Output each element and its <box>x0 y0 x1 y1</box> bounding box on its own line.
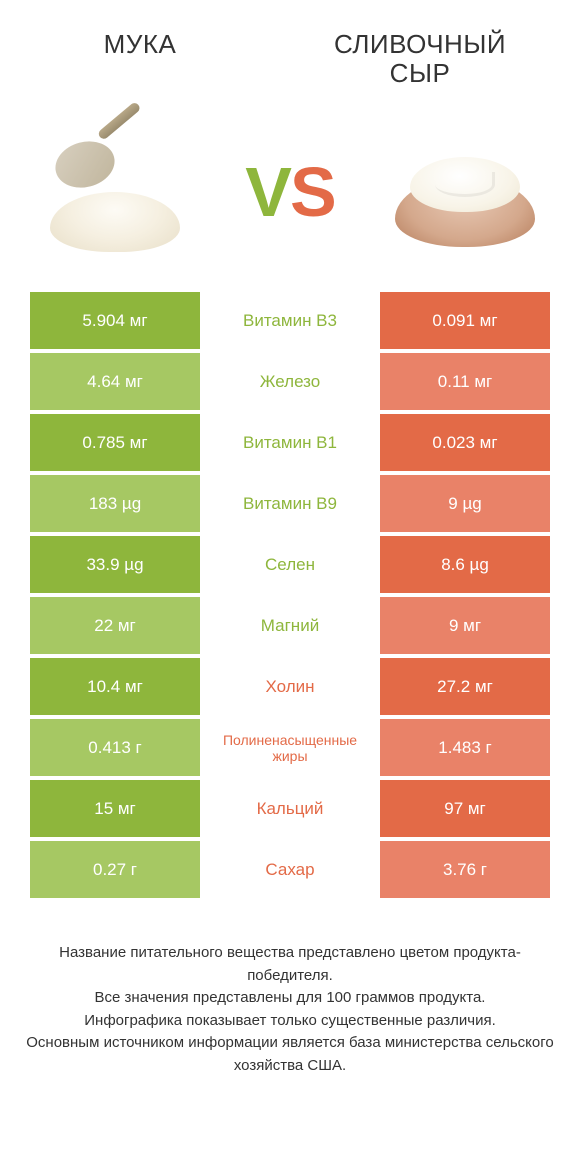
footnote-line: Инфографика показывает только существенн… <box>25 1010 555 1033</box>
product-right-image <box>380 117 550 267</box>
nutrient-label: Витамин B1 <box>200 414 380 471</box>
value-left: 33.9 µg <box>30 536 200 593</box>
product-right-title: СЛИВОЧНЫЙ СЫР <box>300 30 540 87</box>
table-row: 10.4 мгХолин27.2 мг <box>30 658 550 715</box>
value-left: 0.785 мг <box>30 414 200 471</box>
nutrient-label: Витамин B9 <box>200 475 380 532</box>
table-row: 0.785 мгВитамин B10.023 мг <box>30 414 550 471</box>
value-right: 97 мг <box>380 780 550 837</box>
value-right: 1.483 г <box>380 719 550 776</box>
value-left: 4.64 мг <box>30 353 200 410</box>
value-left: 0.27 г <box>30 841 200 898</box>
nutrient-label: Магний <box>200 597 380 654</box>
nutrient-label: Витамин B3 <box>200 292 380 349</box>
value-left: 22 мг <box>30 597 200 654</box>
cream-cheese-icon <box>390 132 540 252</box>
nutrient-label: Селен <box>200 536 380 593</box>
table-row: 4.64 мгЖелезо0.11 мг <box>30 353 550 410</box>
value-right: 0.091 мг <box>380 292 550 349</box>
value-right: 27.2 мг <box>380 658 550 715</box>
footnotes: Название питательного вещества представл… <box>0 902 580 1077</box>
value-right: 3.76 г <box>380 841 550 898</box>
value-right: 0.023 мг <box>380 414 550 471</box>
images-row: VS <box>0 97 580 292</box>
value-right: 9 мг <box>380 597 550 654</box>
value-right: 9 µg <box>380 475 550 532</box>
vs-label: VS <box>245 152 334 232</box>
table-row: 33.9 µgСелен8.6 µg <box>30 536 550 593</box>
table-row: 22 мгМагний9 мг <box>30 597 550 654</box>
value-left: 10.4 мг <box>30 658 200 715</box>
footnote-line: Название питательного вещества представл… <box>25 942 555 987</box>
value-left: 183 µg <box>30 475 200 532</box>
product-left-image <box>30 117 200 267</box>
nutrient-label: Кальций <box>200 780 380 837</box>
value-right: 8.6 µg <box>380 536 550 593</box>
nutrient-label: Сахар <box>200 841 380 898</box>
table-row: 5.904 мгВитамин B30.091 мг <box>30 292 550 349</box>
table-row: 15 мгКальций97 мг <box>30 780 550 837</box>
value-left: 5.904 мг <box>30 292 200 349</box>
nutrient-label: Холин <box>200 658 380 715</box>
header: МУКА СЛИВОЧНЫЙ СЫР <box>0 0 580 97</box>
nutrient-label: Полиненасыщенные жиры <box>200 719 380 776</box>
value-left: 15 мг <box>30 780 200 837</box>
footnote-line: Основным источником информации является … <box>25 1032 555 1077</box>
value-right: 0.11 мг <box>380 353 550 410</box>
table-row: 183 µgВитамин B99 µg <box>30 475 550 532</box>
value-left: 0.413 г <box>30 719 200 776</box>
table-row: 0.413 гПолиненасыщенные жиры1.483 г <box>30 719 550 776</box>
comparison-table: 5.904 мгВитамин B30.091 мг4.64 мгЖелезо0… <box>0 292 580 898</box>
flour-icon <box>40 132 190 252</box>
footnote-line: Все значения представлены для 100 граммо… <box>25 987 555 1010</box>
product-left-title: МУКА <box>40 30 240 87</box>
table-row: 0.27 гСахар3.76 г <box>30 841 550 898</box>
nutrient-label: Железо <box>200 353 380 410</box>
